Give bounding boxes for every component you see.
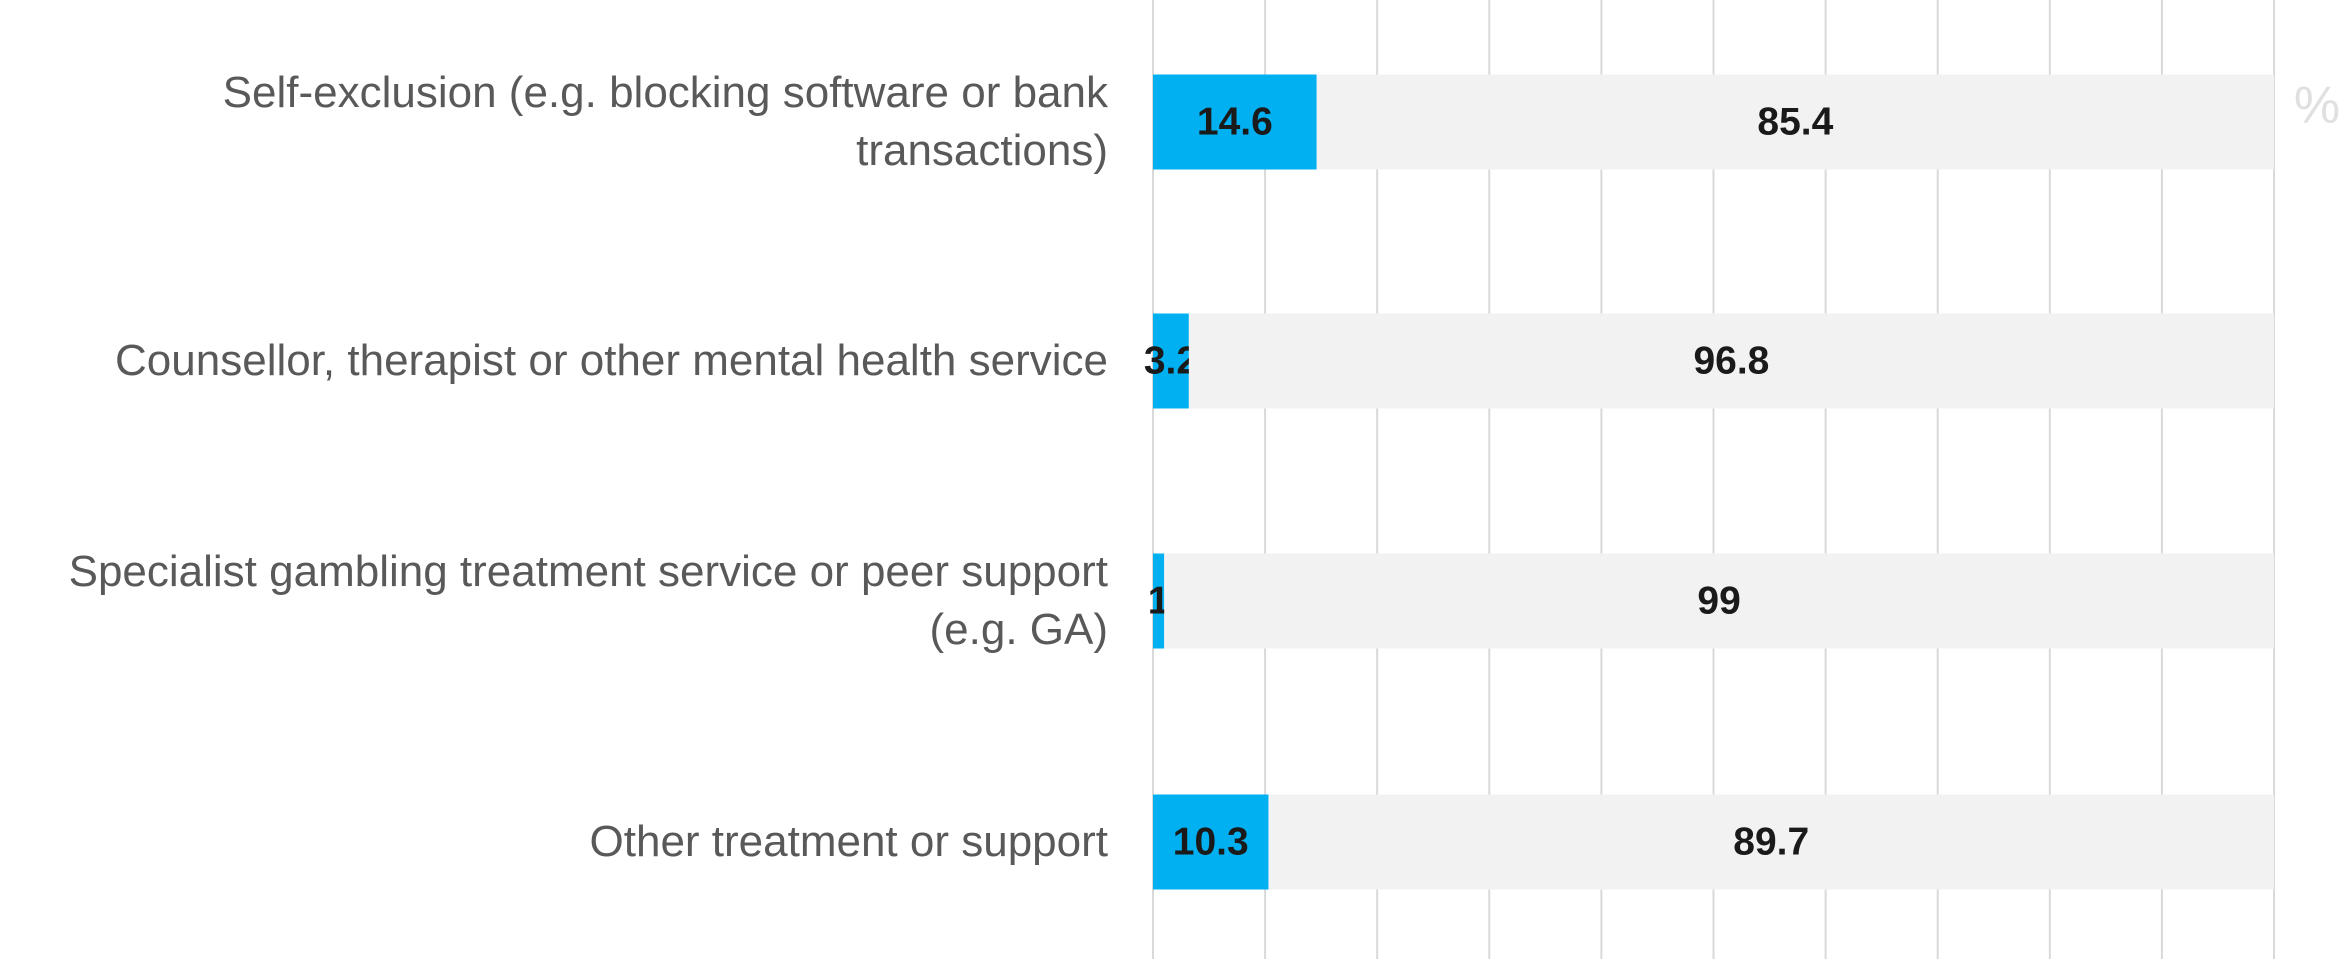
data-label: 96.8: [1693, 339, 1769, 382]
unit-annotation: %: [2294, 77, 2340, 135]
data-label: 99: [1697, 579, 1740, 622]
bar-segment: [1188, 313, 2274, 409]
category-label: Other treatment or support: [589, 817, 1108, 866]
bar-segment: [1268, 794, 2274, 890]
category-label: Self-exclusion (e.g. blocking software o…: [222, 68, 1108, 175]
data-label: 10.3: [1173, 820, 1249, 863]
bar-segment: [1316, 74, 2274, 170]
bar-segment: [1153, 74, 1317, 170]
bar-segment: [1153, 794, 1269, 890]
category-label: Specialist gambling treatment service or…: [68, 547, 1108, 654]
bar-segment: [1153, 553, 1165, 649]
bar-segment: [1153, 313, 1189, 409]
data-label: 1: [1148, 579, 1170, 622]
bar-segment: [1164, 553, 2274, 649]
category-label: Counsellor, therapist or other mental he…: [115, 336, 1108, 385]
data-label: 89.7: [1733, 820, 1809, 863]
data-label: 85.4: [1757, 100, 1833, 143]
data-label: 14.6: [1197, 100, 1273, 143]
